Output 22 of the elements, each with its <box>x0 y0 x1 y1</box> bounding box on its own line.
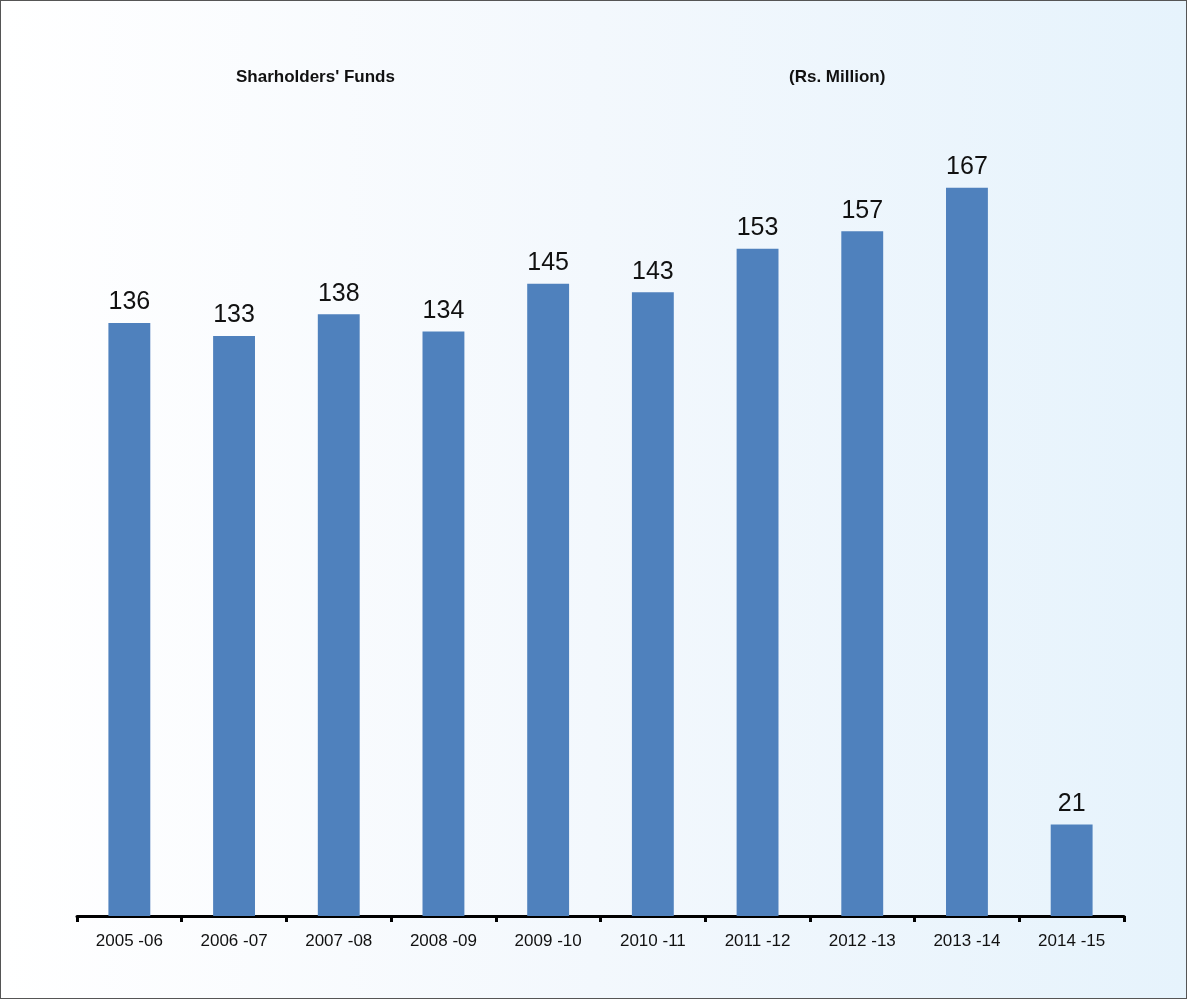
data-label: 157 <box>841 194 884 223</box>
data-label: 153 <box>736 212 779 241</box>
data-label: 138 <box>317 277 360 306</box>
x-tick-label: 2014 -15 <box>1038 931 1106 950</box>
x-tick-label: 2010 -11 <box>619 931 686 950</box>
x-tick-label: 2006 -07 <box>200 931 268 950</box>
data-label: 21 <box>1057 787 1086 816</box>
data-label: 136 <box>108 286 151 315</box>
x-tick-label: 2009 -10 <box>514 931 582 950</box>
data-label: 134 <box>422 295 465 324</box>
x-tick-label: 2005 -06 <box>95 931 163 950</box>
data-label: 143 <box>631 255 674 284</box>
data-label: 145 <box>527 247 570 276</box>
chart-subtitle: (Rs. Million) <box>789 67 886 86</box>
x-tick-label: 2012 -13 <box>828 931 896 950</box>
x-tick-label: 2008 -09 <box>409 931 478 950</box>
data-label: 133 <box>213 299 255 328</box>
x-tick-label: 2007 -08 <box>305 931 373 950</box>
x-tick-label: 2013 -14 <box>933 931 1001 950</box>
data-label: 167 <box>946 151 988 180</box>
x-tick-label: 2011 -12 <box>724 931 791 950</box>
chart-title: Sharholders' Funds <box>236 67 395 86</box>
